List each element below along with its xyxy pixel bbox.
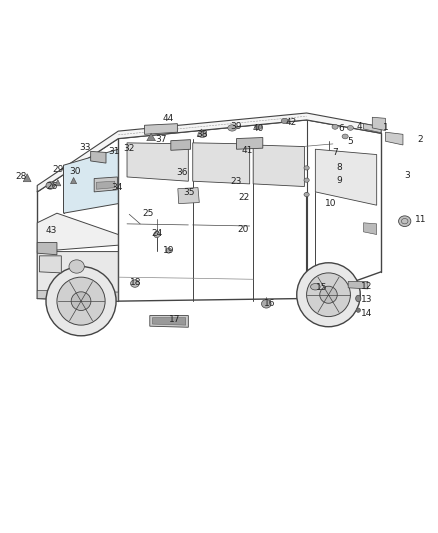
Text: 10: 10 bbox=[325, 199, 336, 208]
Polygon shape bbox=[237, 138, 263, 149]
Polygon shape bbox=[147, 133, 155, 141]
Text: 18: 18 bbox=[130, 278, 141, 287]
Ellipse shape bbox=[342, 134, 348, 139]
Text: 28: 28 bbox=[15, 173, 27, 181]
Ellipse shape bbox=[399, 216, 411, 227]
Text: 42: 42 bbox=[286, 118, 297, 127]
Ellipse shape bbox=[304, 178, 309, 182]
Text: 43: 43 bbox=[46, 226, 57, 235]
Text: 3: 3 bbox=[404, 172, 410, 180]
Text: 7: 7 bbox=[332, 148, 338, 157]
Ellipse shape bbox=[311, 284, 320, 290]
Text: 26: 26 bbox=[46, 182, 57, 191]
Polygon shape bbox=[372, 117, 385, 131]
Ellipse shape bbox=[261, 300, 271, 308]
Text: 13: 13 bbox=[361, 295, 373, 304]
Text: 22: 22 bbox=[239, 193, 250, 201]
Ellipse shape bbox=[356, 295, 361, 302]
Text: 35: 35 bbox=[184, 189, 195, 197]
Ellipse shape bbox=[71, 292, 91, 310]
Text: 1: 1 bbox=[382, 124, 389, 132]
Ellipse shape bbox=[320, 286, 337, 303]
Text: 44: 44 bbox=[163, 114, 174, 123]
Text: 25: 25 bbox=[142, 209, 154, 217]
Polygon shape bbox=[145, 124, 177, 134]
Text: 12: 12 bbox=[361, 282, 373, 291]
Text: 15: 15 bbox=[316, 284, 328, 292]
Polygon shape bbox=[23, 174, 31, 182]
Polygon shape bbox=[150, 316, 188, 327]
Polygon shape bbox=[348, 281, 368, 289]
Text: 20: 20 bbox=[237, 225, 249, 233]
Text: 40: 40 bbox=[253, 125, 264, 133]
Text: 34: 34 bbox=[112, 183, 123, 192]
Polygon shape bbox=[94, 177, 117, 192]
Polygon shape bbox=[37, 113, 381, 192]
Polygon shape bbox=[37, 243, 57, 255]
Polygon shape bbox=[55, 180, 61, 186]
Polygon shape bbox=[127, 143, 188, 181]
Polygon shape bbox=[178, 188, 199, 204]
Polygon shape bbox=[37, 213, 118, 252]
Ellipse shape bbox=[154, 231, 160, 238]
Ellipse shape bbox=[198, 131, 207, 138]
Polygon shape bbox=[253, 145, 304, 187]
Text: 4: 4 bbox=[357, 123, 362, 131]
Text: 39: 39 bbox=[230, 123, 241, 131]
Ellipse shape bbox=[347, 126, 353, 131]
Text: 8: 8 bbox=[336, 163, 343, 172]
Text: 37: 37 bbox=[155, 135, 167, 144]
Text: 29: 29 bbox=[52, 165, 64, 174]
Polygon shape bbox=[64, 149, 118, 213]
Polygon shape bbox=[364, 124, 381, 133]
Polygon shape bbox=[71, 177, 77, 184]
Text: 24: 24 bbox=[151, 229, 162, 238]
Text: 2: 2 bbox=[418, 135, 423, 144]
Text: 41: 41 bbox=[242, 146, 253, 155]
Ellipse shape bbox=[166, 248, 171, 253]
Text: 36: 36 bbox=[176, 168, 187, 177]
Ellipse shape bbox=[304, 192, 309, 197]
Text: 6: 6 bbox=[339, 125, 345, 133]
Polygon shape bbox=[37, 252, 118, 301]
Polygon shape bbox=[91, 151, 106, 163]
Ellipse shape bbox=[131, 280, 139, 287]
Ellipse shape bbox=[255, 124, 262, 130]
Polygon shape bbox=[385, 132, 403, 145]
Polygon shape bbox=[197, 129, 206, 136]
Ellipse shape bbox=[46, 182, 55, 189]
Text: 19: 19 bbox=[163, 246, 174, 255]
Polygon shape bbox=[193, 143, 250, 184]
Text: 31: 31 bbox=[108, 147, 120, 156]
Text: 23: 23 bbox=[231, 177, 242, 185]
Text: 17: 17 bbox=[170, 316, 181, 324]
Text: 33: 33 bbox=[80, 143, 91, 151]
Text: 14: 14 bbox=[361, 309, 373, 318]
Polygon shape bbox=[152, 318, 186, 325]
Polygon shape bbox=[364, 223, 377, 235]
Ellipse shape bbox=[356, 308, 360, 312]
Ellipse shape bbox=[332, 124, 338, 130]
Text: 11: 11 bbox=[415, 215, 426, 224]
Text: 9: 9 bbox=[336, 176, 343, 184]
Polygon shape bbox=[315, 149, 377, 205]
Text: 5: 5 bbox=[347, 137, 353, 146]
Text: 32: 32 bbox=[124, 144, 135, 152]
Polygon shape bbox=[37, 290, 118, 301]
Ellipse shape bbox=[281, 118, 288, 124]
Ellipse shape bbox=[228, 125, 237, 131]
Ellipse shape bbox=[304, 166, 309, 170]
Ellipse shape bbox=[69, 260, 84, 273]
Polygon shape bbox=[171, 140, 191, 150]
Ellipse shape bbox=[307, 273, 350, 317]
Polygon shape bbox=[39, 256, 61, 273]
Text: 16: 16 bbox=[264, 300, 275, 308]
Ellipse shape bbox=[46, 266, 116, 336]
Polygon shape bbox=[96, 181, 115, 189]
Text: 30: 30 bbox=[70, 167, 81, 176]
Ellipse shape bbox=[57, 277, 105, 325]
Text: 38: 38 bbox=[197, 130, 208, 139]
Ellipse shape bbox=[297, 263, 360, 327]
